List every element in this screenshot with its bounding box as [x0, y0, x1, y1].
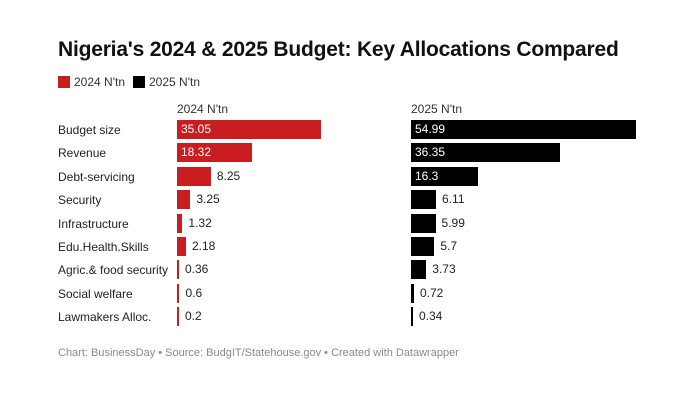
category-label: Budget size — [58, 123, 121, 137]
legend-label-2025: 2025 N'tn — [149, 75, 200, 89]
data-label-2025: 3.73 — [432, 262, 456, 277]
legend-label-2024: 2024 N'tn — [74, 75, 125, 89]
bar-2025 — [411, 260, 427, 280]
chart-title: Nigeria's 2024 & 2025 Budget: Key Alloca… — [58, 38, 619, 61]
data-label-2024: 18.32 — [181, 145, 212, 160]
bar-2024 — [177, 237, 186, 256]
data-label-2025: 6.11 — [442, 192, 465, 207]
legend: 2024 N'tn 2025 N'tn — [58, 75, 200, 89]
data-label-2024: 0.2 — [185, 309, 202, 324]
legend-item-2025: 2025 N'tn — [133, 75, 200, 89]
legend-swatch-2025 — [133, 76, 145, 88]
bar-2025 — [411, 120, 637, 139]
bar-2025 — [411, 166, 478, 186]
column-header-2024: 2024 N'tn — [177, 102, 228, 116]
data-label-2024: 35.05 — [181, 122, 212, 136]
category-label: Social welfare — [58, 286, 133, 301]
bar-2024 — [177, 213, 183, 233]
category-label: Infrastructure — [58, 216, 129, 231]
bar-2024 — [177, 307, 179, 327]
data-label-2025: 36.35 — [415, 145, 446, 160]
column-header-2025: 2025 N'tn — [411, 102, 462, 116]
bar-2024 — [177, 166, 211, 186]
category-label: Edu.Health.Skills — [58, 240, 149, 254]
bar-2025 — [411, 283, 414, 303]
bar-2024 — [177, 283, 180, 303]
category-label: Lawmakers Alloc. — [58, 310, 152, 325]
legend-swatch-2024 — [58, 76, 70, 88]
data-label-2025: 0.34 — [419, 309, 443, 324]
bar-2024 — [177, 190, 191, 210]
bar-2024 — [177, 120, 321, 139]
data-label-2024: 8.25 — [216, 168, 241, 183]
data-label-2024: 0.36 — [185, 262, 209, 277]
category-label: Debt-servicing — [58, 169, 135, 184]
category-label: Security — [58, 193, 102, 208]
data-label-2024: 3.25 — [196, 192, 220, 207]
data-label-2025: 54.99 — [415, 122, 446, 136]
data-label-2025: 0.72 — [419, 285, 444, 300]
data-label-2024: 1.32 — [188, 215, 212, 230]
bar-2025 — [411, 143, 561, 163]
data-label-2025: 5.7 — [440, 239, 458, 253]
category-label: Agric.& food security — [58, 263, 169, 278]
chart-footer: Chart: BusinessDay • Source: BudgIT/Stat… — [58, 347, 459, 359]
bar-2025 — [411, 213, 436, 233]
bar-2024 — [177, 143, 253, 163]
data-label-2025: 16.3 — [415, 168, 439, 183]
bar-2024 — [177, 260, 179, 280]
legend-item-2024: 2024 N'tn — [58, 75, 125, 89]
bar-2025 — [411, 190, 437, 210]
data-label-2024: 2.18 — [191, 239, 216, 253]
data-label-2025: 5.99 — [441, 215, 465, 230]
bar-2025 — [411, 237, 435, 256]
category-label: Revenue — [58, 146, 107, 161]
bar-2025 — [411, 307, 413, 327]
data-label-2024: 0.6 — [185, 285, 203, 300]
